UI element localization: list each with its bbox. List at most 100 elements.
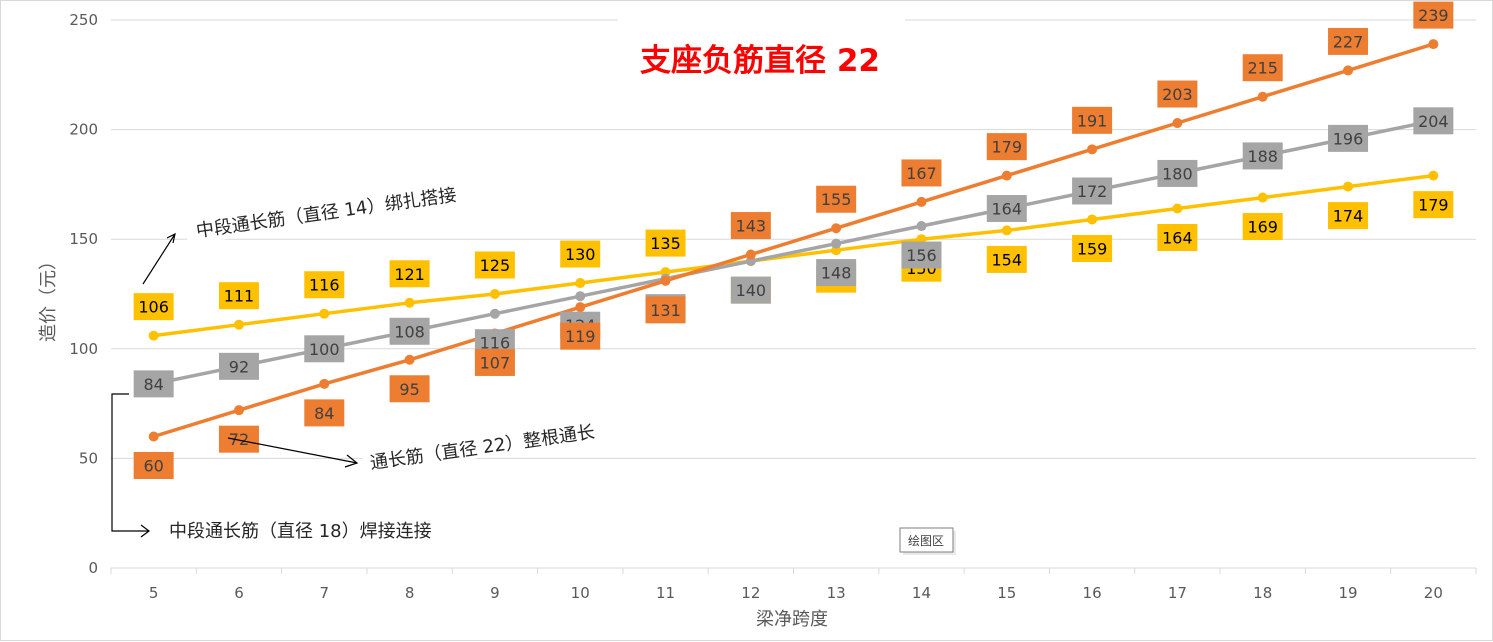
- data-label-box-full: [1242, 54, 1283, 82]
- data-label-box-weld: [901, 241, 942, 269]
- data-label-box-lap: [1242, 213, 1283, 241]
- data-label-box-lap: [645, 229, 686, 257]
- data-label-weld: 116: [480, 334, 511, 353]
- data-label-full: 191: [1077, 111, 1108, 130]
- data-point-full: [319, 378, 330, 389]
- annotation-full-backdrop: [358, 398, 622, 475]
- data-point-lap: [1087, 214, 1098, 225]
- data-label-lap: 154: [992, 250, 1023, 269]
- data-label-box-full: [304, 399, 345, 427]
- y-tick-label: 100: [69, 340, 98, 358]
- data-label-box-full: [1072, 106, 1113, 134]
- x-tick-labels: 5 6 7 8 9 10 11 12 13 14 15 16 17 18 19 20: [149, 584, 1443, 602]
- title-backdrop: [618, 19, 905, 89]
- data-label-box-weld: [389, 317, 430, 345]
- data-label-box-weld: [1157, 159, 1198, 187]
- data-point-full: [1001, 170, 1012, 181]
- data-label-box-lap: [389, 260, 430, 288]
- data-label-box-full: [1413, 1, 1454, 29]
- plot-area-tooltip: 绘图区: [899, 527, 956, 555]
- data-point-full: [1257, 91, 1268, 102]
- arrow-full: [227, 437, 358, 464]
- data-label-box-full: [1157, 80, 1198, 108]
- data-label-box-full: [730, 212, 771, 240]
- data-point-lap: [575, 278, 586, 289]
- data-label-weld: 180: [1162, 164, 1193, 183]
- x-tick-label: 19: [1338, 584, 1357, 602]
- data-point-full: [660, 275, 671, 286]
- data-label-box-weld: [1242, 142, 1283, 170]
- data-label-full: 84: [314, 404, 334, 423]
- data-point-full: [1172, 118, 1183, 129]
- data-point-lap: [489, 289, 500, 299]
- data-point-lap: [1172, 203, 1183, 214]
- x-tick-label: 14: [912, 584, 931, 602]
- x-tick-label: 9: [490, 584, 500, 602]
- arrow-weld: [111, 393, 149, 532]
- arrow-lap-head: [166, 232, 176, 244]
- data-point-weld: [575, 291, 586, 302]
- data-label-lap: 174: [1333, 207, 1364, 226]
- data-point-lap: [1428, 170, 1439, 181]
- data-label-lap: 159: [1077, 239, 1108, 258]
- annotation-arrows: [111, 232, 359, 538]
- annotation-weld-text: 中段通长筋（直径 18）焊接连接: [169, 521, 432, 542]
- x-tick-label: 8: [405, 584, 415, 602]
- data-point-lap: [1257, 192, 1268, 203]
- y-tick-label: 250: [69, 11, 98, 29]
- y-tick-label: 50: [79, 449, 98, 467]
- data-label-box-weld: [1072, 177, 1113, 205]
- data-label-full: 119: [565, 327, 596, 346]
- data-label-lap: 121: [394, 265, 425, 284]
- data-label-box-full: [1328, 27, 1369, 55]
- data-point-lap: [319, 308, 330, 319]
- data-point-full: [575, 302, 586, 313]
- annotation-weld: 中段通长筋（直径 18）焊接连接: [161, 511, 496, 547]
- data-label-weld: 140: [736, 281, 767, 300]
- data-point-full: [745, 249, 756, 260]
- data-point-full: [831, 223, 842, 234]
- data-label-box-weld: [1328, 124, 1369, 152]
- data-label-weld: 156: [906, 246, 937, 265]
- arrow-full-head: [344, 454, 359, 468]
- data-label-lap: 111: [224, 287, 255, 306]
- data-label-full: 167: [906, 164, 937, 183]
- data-label-lap: 164: [1162, 229, 1193, 248]
- data-label-full: 203: [1162, 85, 1193, 104]
- data-point-lap: [148, 330, 159, 341]
- data-label-box-weld: [133, 370, 174, 398]
- data-label-lap: 169: [1247, 218, 1278, 237]
- data-point-full: [1087, 144, 1098, 155]
- x-tick-label: 7: [320, 584, 330, 602]
- arrow-weld-head: [140, 524, 150, 538]
- data-label-lap: 125: [480, 256, 511, 275]
- data-label-box-weld: [986, 195, 1027, 223]
- data-point-full: [916, 196, 927, 207]
- data-point-weld: [489, 308, 500, 319]
- data-label-full: 239: [1418, 6, 1449, 25]
- data-label-box-lap: [1413, 191, 1454, 219]
- data-label-box-weld: [816, 259, 857, 287]
- data-label-box-full: [389, 375, 430, 403]
- data-label-box-weld: [218, 352, 259, 380]
- x-tick-label: 15: [997, 584, 1016, 602]
- data-label-box-lap: [1157, 224, 1198, 252]
- data-point-lap: [1001, 225, 1012, 236]
- data-label-full: 155: [821, 190, 852, 209]
- data-label-weld: 204: [1418, 112, 1449, 131]
- data-label-full: 227: [1333, 32, 1364, 51]
- data-label-lap: 130: [565, 245, 596, 264]
- x-tick-label: 13: [827, 584, 846, 602]
- data-label-weld: 100: [309, 340, 340, 359]
- series-line-lap: [153, 173, 1434, 338]
- arrow-lap: [142, 233, 176, 285]
- data-label-weld: 172: [1077, 182, 1108, 201]
- series-line-full: [153, 42, 1434, 439]
- annotation-lap: 中段通长筋（直径 14）绑扎搭接: [182, 161, 485, 245]
- data-label-weld: 148: [821, 264, 852, 283]
- data-label-weld: 196: [1333, 129, 1364, 148]
- data-label-box-full: [560, 322, 601, 350]
- y-tick-labels: 0 50 100 150 200 250: [69, 11, 98, 577]
